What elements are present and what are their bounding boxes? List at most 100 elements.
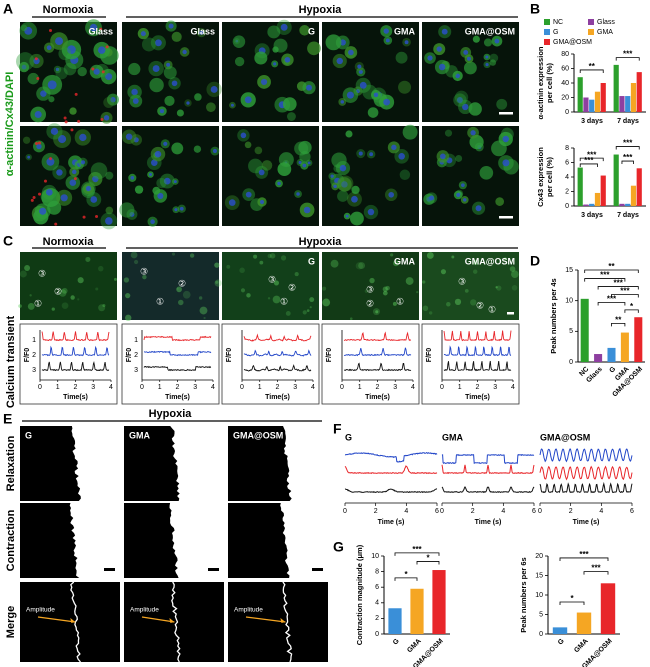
nucleus — [359, 81, 367, 89]
calcium-spot — [239, 267, 245, 274]
trace-tick-label: 3 — [493, 384, 497, 391]
nucleus — [228, 199, 236, 206]
significance-label: ** — [615, 315, 622, 324]
significance-label: *** — [623, 153, 633, 162]
trace-number: 3 — [32, 367, 36, 374]
legend-swatch — [544, 29, 550, 35]
calcium-spot — [125, 314, 132, 322]
y-tick-label: 4 — [565, 174, 569, 181]
nucleus — [475, 205, 482, 212]
calcium-spot — [123, 277, 130, 283]
cell — [171, 31, 182, 42]
roi-label: ③ — [268, 274, 276, 284]
significance-bracket — [394, 552, 440, 556]
nucleus — [212, 149, 217, 154]
significance-label: *** — [584, 156, 594, 165]
nucleus — [404, 40, 409, 45]
significance-label: *** — [587, 150, 597, 159]
contraction-trace — [344, 465, 438, 475]
significance-bracket — [621, 160, 634, 165]
trace-tick-label: 0 — [340, 384, 344, 391]
calcium-trace — [41, 345, 110, 357]
trace-tick-label: 6 — [532, 508, 536, 515]
contraction-image — [228, 582, 328, 662]
amplitude-arrow — [141, 616, 175, 623]
calcium-spot — [246, 293, 251, 298]
x-tick-label: G — [392, 637, 401, 646]
nucleus — [152, 65, 160, 73]
calcium-trace — [243, 364, 312, 372]
roi-label: ② — [178, 278, 186, 288]
calcium-spot — [473, 259, 479, 266]
calcium-spot — [294, 272, 299, 277]
amplitude-label: Amplitude — [26, 607, 55, 614]
nucleus — [173, 180, 177, 184]
bar — [636, 72, 642, 112]
calcium-spot — [51, 307, 55, 311]
cx43-signal — [38, 192, 42, 196]
amplitude-label: Amplitude — [234, 607, 263, 614]
calcium-spot — [422, 280, 426, 284]
cell-region — [170, 426, 224, 501]
cell — [399, 169, 411, 181]
significance-bracket — [416, 561, 440, 565]
nucleus — [210, 85, 218, 93]
roi-label: ① — [156, 296, 164, 306]
calcium-spot — [473, 269, 478, 274]
roi-label: ① — [396, 296, 404, 306]
trace-tick-label: 6 — [630, 508, 634, 515]
trace-x-label: Time (s) — [475, 519, 502, 526]
x-tick-label: G — [608, 365, 617, 374]
nucleus — [36, 143, 42, 150]
nucleus — [130, 176, 135, 180]
nucleus — [27, 155, 31, 159]
roi-label: ③ — [366, 284, 374, 294]
cx43-signal — [70, 128, 74, 132]
calcium-image — [322, 252, 419, 320]
nucleus — [93, 68, 100, 75]
calcium-spot — [171, 252, 176, 256]
calcium-trace — [343, 347, 412, 357]
bar — [594, 91, 601, 112]
calcium-trace — [41, 331, 110, 342]
y-tick-label: 6 — [375, 584, 379, 591]
nucleus — [174, 208, 178, 212]
nucleus — [46, 157, 55, 166]
significance-bracket — [559, 557, 609, 561]
y-tick-label: 0 — [569, 359, 573, 366]
cell — [351, 185, 360, 195]
cell-edge — [171, 581, 181, 663]
column-label: GMA@OSM — [233, 430, 283, 440]
nucleus — [260, 78, 268, 86]
trace-number: 3 — [134, 367, 138, 374]
cell — [299, 25, 310, 36]
nucleus — [159, 108, 165, 114]
calcium-spot — [98, 265, 104, 272]
scale-bar — [507, 312, 514, 315]
cx43-signal — [37, 141, 41, 145]
cell — [22, 136, 31, 144]
cx43-signal — [73, 177, 77, 181]
significance-bracket — [584, 278, 626, 282]
calcium-spot — [426, 252, 434, 259]
significance-label: *** — [591, 564, 601, 573]
cell — [483, 38, 493, 47]
cell — [119, 202, 135, 218]
scale-bar — [312, 568, 323, 571]
nucleus — [456, 192, 461, 197]
nucleus — [97, 46, 106, 54]
calcium-spot — [495, 286, 498, 289]
cell — [272, 46, 279, 53]
nucleus — [39, 207, 47, 215]
calcium-spot — [375, 310, 379, 314]
trace-tick-label: 4 — [211, 384, 215, 391]
bar — [583, 204, 589, 206]
nucleus — [58, 135, 67, 144]
arrow-head — [70, 618, 76, 623]
nucleus — [307, 161, 311, 165]
roi-label: ③ — [38, 268, 46, 278]
nucleus — [125, 133, 133, 140]
column-label: GMA@OSM — [540, 432, 590, 442]
significance-bracket — [579, 157, 604, 162]
calcium-spot — [393, 260, 399, 267]
